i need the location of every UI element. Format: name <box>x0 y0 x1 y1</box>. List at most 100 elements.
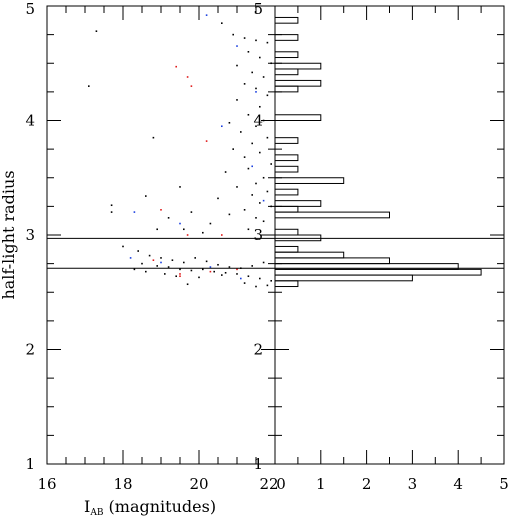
scatter-point <box>209 266 212 268</box>
scatter-point <box>167 217 170 219</box>
scatter-point <box>259 151 261 154</box>
scatter-point <box>247 167 250 170</box>
scatter-point <box>202 268 204 271</box>
scatter-point <box>224 271 227 274</box>
scatter-point <box>251 71 253 74</box>
scatter-point <box>175 65 177 68</box>
scatter-point <box>160 209 162 211</box>
histogram-bar <box>274 257 390 265</box>
scatter-point <box>217 197 219 200</box>
scatter-point <box>270 205 272 208</box>
histogram-bar <box>274 16 299 24</box>
scatter-point <box>259 56 261 59</box>
histogram-y-tick-label: 5 <box>253 0 263 18</box>
scatter-point <box>255 217 257 219</box>
scatter-point <box>190 269 193 272</box>
histogram-y-tick-label: 2 <box>253 341 263 359</box>
histogram-bar <box>274 234 322 242</box>
scatter-point <box>266 284 269 287</box>
histogram-x-tick-label: 0 <box>276 475 286 493</box>
scatter-point <box>160 261 162 264</box>
scatter-point <box>266 136 269 139</box>
scatter-point <box>251 142 253 145</box>
scatter-point <box>186 283 189 286</box>
scatter-point <box>247 228 250 231</box>
histogram-bar <box>274 137 299 144</box>
scatter-point <box>186 76 189 78</box>
histogram-bar <box>274 251 345 259</box>
scatter-point <box>145 195 147 197</box>
histogram-x-tick-label: 1 <box>316 475 326 493</box>
scatter-point <box>255 125 257 128</box>
histogram-y-tick-label: 4 <box>253 112 263 130</box>
scatter-point <box>243 37 246 39</box>
histogram-bar <box>274 154 299 162</box>
scatter-point <box>209 270 212 273</box>
histogram-cut-lines <box>275 237 504 269</box>
scatter-point <box>110 204 113 207</box>
scatter-point <box>217 263 219 266</box>
scatter-x-tick-label: 16 <box>37 475 56 493</box>
scatter-points <box>88 14 272 288</box>
scatter-point <box>221 234 223 236</box>
scatter-point <box>262 176 265 179</box>
scatter-point <box>243 83 246 85</box>
scatter-point <box>266 41 269 44</box>
histogram-x-tick-label: 4 <box>453 475 463 493</box>
scatter-point <box>133 268 136 271</box>
scatter-x-tick-label: 20 <box>189 475 208 493</box>
histogram-bar <box>274 79 322 87</box>
scatter-point <box>243 156 246 158</box>
histogram-bar <box>274 62 322 70</box>
scatter-point <box>251 165 253 168</box>
scatter-point <box>270 280 272 282</box>
scatter-point <box>171 259 174 261</box>
scatter-point <box>255 182 257 185</box>
scatter-plot-frame <box>46 5 276 465</box>
scatter-point <box>228 121 231 124</box>
histogram-bar <box>274 188 299 196</box>
scatter-point <box>179 268 181 271</box>
scatter-y-tick-labels: 1 2 3 4 5 <box>25 0 35 473</box>
scatter-point <box>255 87 257 90</box>
histogram-bar <box>274 211 390 219</box>
scatter-point <box>259 202 261 204</box>
scatter-point <box>236 273 238 275</box>
x-axis-title: IAB (magnitudes) <box>84 497 216 517</box>
histogram-bar <box>274 228 299 236</box>
scatter-point <box>232 148 234 150</box>
scatter-point <box>259 277 261 280</box>
scatter-point <box>259 105 261 108</box>
x-axis-title-units: (magnitudes) <box>103 497 216 516</box>
scatter-point <box>156 265 158 267</box>
scatter-point <box>236 99 238 101</box>
histogram-bar <box>274 85 299 93</box>
scatter-point <box>205 260 208 263</box>
scatter-point <box>129 257 132 259</box>
scatter-point <box>266 190 269 193</box>
scatter-point <box>183 228 185 231</box>
histogram-x-tick-label: 5 <box>499 475 509 493</box>
histogram-bars <box>274 16 482 288</box>
scatter-point <box>179 275 181 278</box>
histogram-bar <box>274 200 322 207</box>
scatter-point <box>160 257 162 259</box>
scatter-point <box>243 209 246 211</box>
scatter-point <box>247 275 250 278</box>
scatter-point <box>236 268 238 271</box>
scatter-point <box>243 282 246 284</box>
scatter-point <box>228 213 231 216</box>
histogram-bar <box>274 51 299 59</box>
histogram-y-tick-label: 3 <box>253 226 263 244</box>
histogram-bar <box>274 280 299 288</box>
x-axis-title-subscript: AB <box>89 508 103 517</box>
scatter-point <box>236 45 238 47</box>
y-axis-title: half-light radius <box>0 170 18 299</box>
scatter-point <box>179 222 181 225</box>
scatter-point <box>266 94 269 97</box>
histogram-x-tick-label: 2 <box>362 475 372 493</box>
scatter-point <box>194 257 196 259</box>
scatter-point <box>262 76 265 78</box>
histogram-bar <box>274 205 299 213</box>
